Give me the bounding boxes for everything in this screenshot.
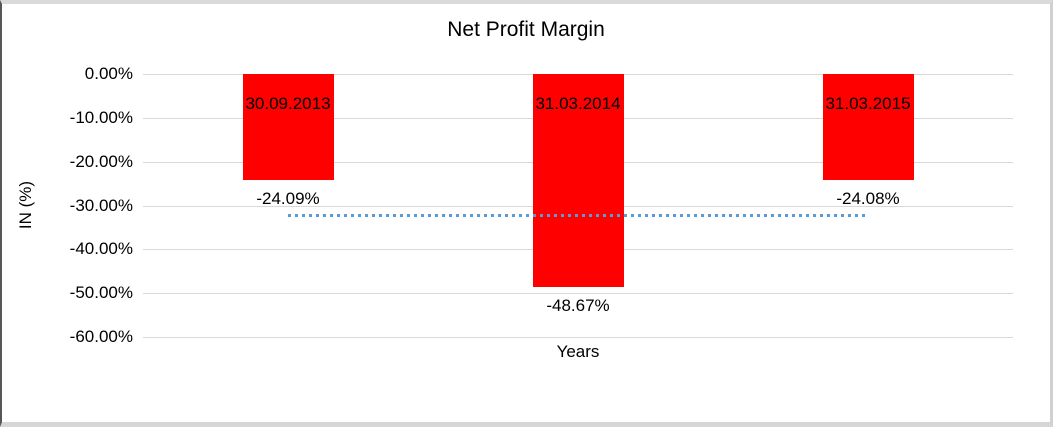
gridline [143,337,1013,338]
bar-category-label: 31.03.2015 [825,94,911,113]
bar [242,74,334,180]
bar-value-label: -24.09% [256,188,320,208]
bar-category-label: 31.03.2014 [535,94,621,113]
bar-category-label: 30.09.2013 [245,94,331,113]
bar [822,74,914,180]
y-tick-label: -40.00% [69,239,133,259]
y-tick-label: -10.00% [69,107,133,127]
bar-value-label: -24.08% [836,188,900,208]
y-tick-label: 0.00% [84,64,133,83]
y-tick-label: -20.00% [69,151,133,171]
gridline [143,293,1013,295]
chart-title: Net Profit Margin [447,18,605,41]
bar [532,74,624,288]
y-tick-label: -60.00% [69,327,133,346]
average-trendline [288,214,868,218]
y-tick-label: -50.00% [69,283,133,303]
x-axis-title: Years [556,342,600,361]
y-tick-label: -30.00% [69,195,133,215]
bar-value-label: -48.67% [546,296,610,316]
